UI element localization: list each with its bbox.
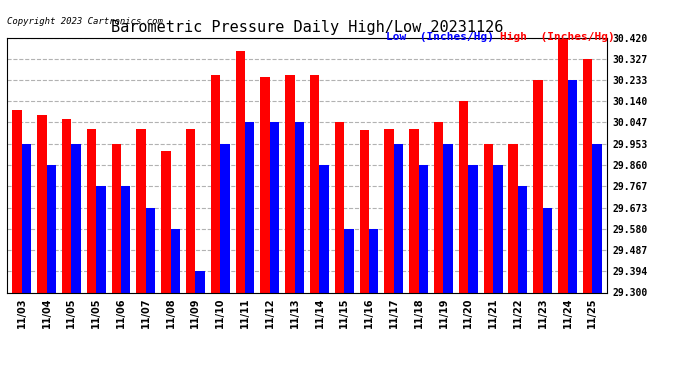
Bar <box>543 208 552 292</box>
Text: Low  (Inches/Hg): Low (Inches/Hg) <box>386 32 495 42</box>
Bar <box>509 144 518 292</box>
Bar <box>47 165 56 292</box>
Title: Barometric Pressure Daily High/Low 20231126: Barometric Pressure Daily High/Low 20231… <box>111 20 503 35</box>
Bar <box>319 165 329 292</box>
Bar <box>96 186 106 292</box>
Bar <box>121 186 130 292</box>
Bar <box>409 129 419 292</box>
Bar <box>369 229 379 292</box>
Bar <box>469 165 477 292</box>
Bar <box>245 122 255 292</box>
Bar <box>567 80 577 292</box>
Bar <box>195 271 205 292</box>
Bar <box>71 144 81 292</box>
Bar <box>37 115 47 292</box>
Bar <box>146 208 155 292</box>
Bar <box>558 38 567 292</box>
Bar <box>518 186 527 292</box>
Bar <box>384 129 394 292</box>
Bar <box>112 144 121 292</box>
Bar <box>434 122 444 292</box>
Bar <box>359 130 369 292</box>
Bar <box>285 75 295 292</box>
Bar <box>235 51 245 292</box>
Bar <box>87 129 96 292</box>
Bar <box>344 229 354 292</box>
Bar <box>260 77 270 292</box>
Bar <box>394 144 403 292</box>
Text: Copyright 2023 Cartronics.com: Copyright 2023 Cartronics.com <box>7 17 163 26</box>
Bar <box>170 229 180 292</box>
Bar <box>22 144 31 292</box>
Bar <box>211 75 220 292</box>
Bar <box>186 129 195 292</box>
Text: High  (Inches/Hg): High (Inches/Hg) <box>500 32 615 42</box>
Bar <box>583 58 592 292</box>
Bar <box>533 80 543 292</box>
Bar <box>161 152 170 292</box>
Bar <box>335 122 344 292</box>
Bar <box>137 129 146 292</box>
Bar <box>419 165 428 292</box>
Bar <box>592 144 602 292</box>
Bar <box>459 101 469 292</box>
Bar <box>12 110 22 292</box>
Bar <box>484 144 493 292</box>
Bar <box>295 122 304 292</box>
Bar <box>270 122 279 292</box>
Bar <box>62 120 71 292</box>
Bar <box>444 144 453 292</box>
Bar <box>310 75 319 292</box>
Bar <box>220 144 230 292</box>
Bar <box>493 165 502 292</box>
